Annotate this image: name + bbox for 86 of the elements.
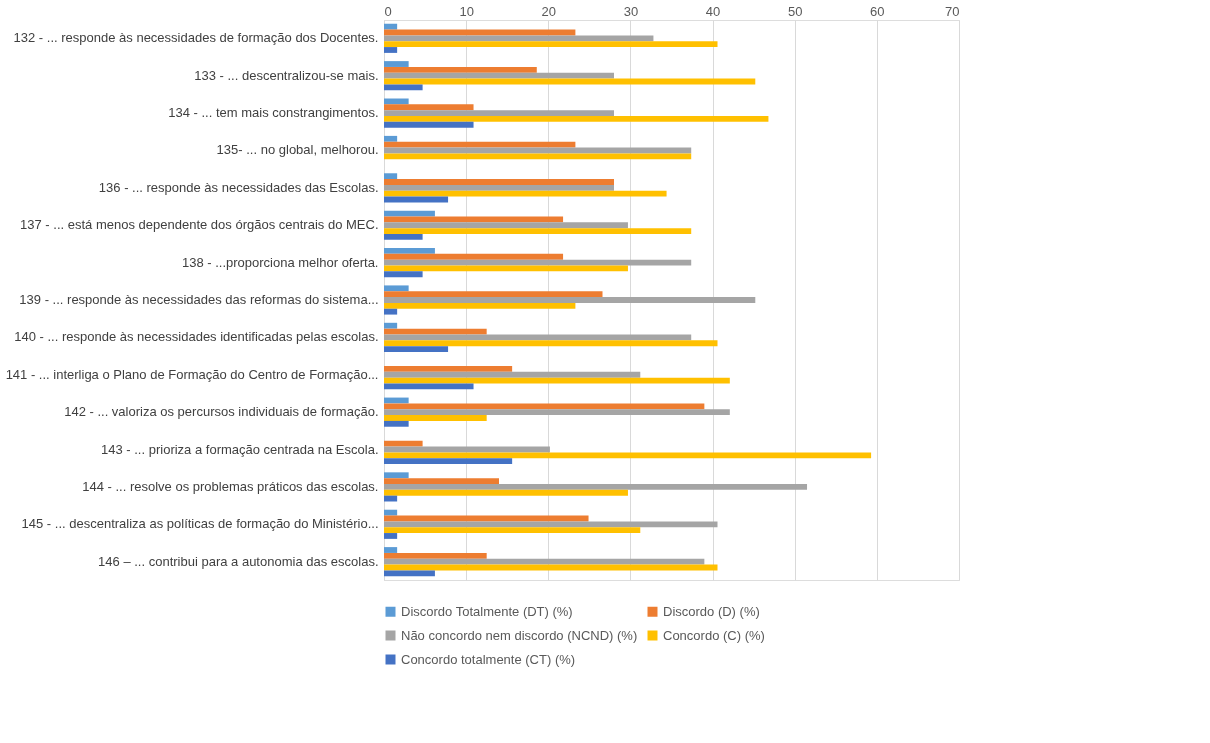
y-tick-label: 132 - ... responde às necessidades de formação dos Docentes. xyxy=(13,30,379,46)
bar xyxy=(384,403,705,410)
bar xyxy=(384,61,409,67)
bar xyxy=(384,291,603,298)
legend-label: Concordo totalmente (CT) (%) xyxy=(401,651,576,667)
bar xyxy=(384,228,692,234)
y-tick-label: 138 - ...proporciona melhor oferta. xyxy=(181,254,379,270)
legend-label: Discordo Totalmente (DT) (%) xyxy=(401,603,573,619)
bar xyxy=(384,190,667,197)
bar xyxy=(384,415,487,421)
bar xyxy=(384,104,474,111)
bar xyxy=(384,334,692,341)
bar xyxy=(384,66,537,73)
bar xyxy=(384,527,641,534)
bar xyxy=(384,452,872,459)
bar xyxy=(384,346,449,352)
bar xyxy=(384,116,769,122)
bar xyxy=(384,173,398,180)
x-tick-label: 40 xyxy=(705,3,721,19)
y-tick-label: 143 - ... prioriza a formação centrada na Escola. xyxy=(101,441,379,457)
bar xyxy=(384,216,564,223)
x-tick-label: 60 xyxy=(870,3,885,19)
x-tick-label: 50 xyxy=(787,3,803,19)
x-tick-label: 0 xyxy=(384,3,392,19)
bar xyxy=(384,179,614,185)
y-tick-label: 137 - ... está menos dependente dos órgãos centrais do MEC. xyxy=(20,217,379,233)
y-tick-label: 144 - ... resolve os problemas práticos das escolas. xyxy=(82,478,379,494)
y-tick-label: 142 - ... valoriza os percursos individuais de formação. xyxy=(64,404,379,420)
bar xyxy=(384,184,614,191)
bar xyxy=(384,308,398,315)
bar xyxy=(384,420,409,427)
y-tick-label: 135- ... no global, melhorou. xyxy=(216,142,379,158)
bar xyxy=(384,222,628,229)
bar xyxy=(384,141,576,148)
bar xyxy=(384,271,423,278)
x-tick-label: 20 xyxy=(541,3,557,19)
bar xyxy=(384,23,398,30)
bar xyxy=(384,371,641,378)
y-tick-label: 141 - ... interliga o Plano de Formação do Centro de Formação... xyxy=(5,366,379,382)
bar xyxy=(384,533,398,539)
bar xyxy=(384,121,474,128)
bar xyxy=(384,340,718,347)
x-tick-label: 30 xyxy=(623,3,639,19)
bar xyxy=(384,110,614,116)
bar xyxy=(384,259,692,266)
bar xyxy=(384,84,423,91)
bar xyxy=(384,253,564,260)
y-tick-label: 145 - ... descentraliza as políticas de formação do Ministério... xyxy=(21,516,379,532)
y-tick-label: 134 - ... tem mais constrangimentos. xyxy=(168,105,379,121)
y-tick-label: 140 - ... responde às necessidades identificadas pelas escolas. xyxy=(14,329,379,345)
bar xyxy=(384,233,423,240)
bar xyxy=(384,552,487,559)
legend-label: Não concordo nem discordo (NCND) (%) xyxy=(401,627,638,643)
legend-label: Discordo (D) (%) xyxy=(663,603,760,619)
y-tick-label: 136 - ... responde às necessidades das Escolas. xyxy=(98,179,379,195)
bar xyxy=(384,153,692,160)
bar xyxy=(384,509,398,516)
legend-label: Concordo (C) (%) xyxy=(663,627,765,643)
bar xyxy=(384,409,730,416)
bar xyxy=(384,377,730,384)
bar xyxy=(384,297,756,303)
bar xyxy=(384,248,435,254)
bar xyxy=(384,489,628,496)
bar xyxy=(384,521,718,528)
y-tick-label: 133 - ... descentralizou-se mais. xyxy=(194,67,379,83)
bar xyxy=(384,570,435,577)
bar xyxy=(384,547,398,553)
bar xyxy=(384,458,513,465)
bar xyxy=(384,35,654,42)
bar xyxy=(384,322,398,329)
x-tick-label: 70 xyxy=(945,3,960,19)
bar xyxy=(384,472,409,479)
bar xyxy=(384,366,513,372)
bar xyxy=(384,47,398,53)
x-tick-label: 10 xyxy=(459,3,474,19)
bar xyxy=(384,285,409,292)
bar xyxy=(384,478,499,484)
bar xyxy=(384,440,423,447)
y-tick-label: 146 – ... contribui para a autonomia das escolas. xyxy=(98,553,379,569)
bar xyxy=(384,484,808,490)
bar xyxy=(384,135,398,142)
bar xyxy=(384,72,614,79)
bar xyxy=(384,302,576,309)
bar xyxy=(384,41,718,48)
y-tick-label: 139 - ... responde às necessidades das reformas do sistema... xyxy=(19,292,379,307)
bar xyxy=(384,558,705,565)
